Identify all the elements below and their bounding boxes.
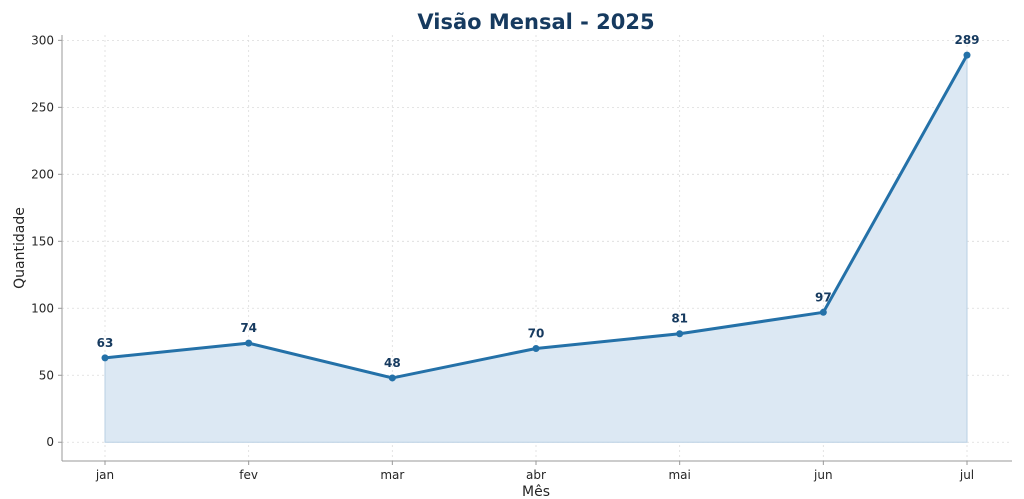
y-ticks: 0 50 100 150 200 250 300 bbox=[31, 33, 62, 449]
chart-title: Visão Mensal - 2025 bbox=[417, 10, 654, 34]
x-axis-label: Mês bbox=[522, 484, 550, 499]
area-fill bbox=[104, 53, 968, 443]
y-tick-label: 50 bbox=[39, 368, 54, 382]
data-point bbox=[676, 330, 684, 338]
y-tick-label: 200 bbox=[31, 167, 54, 181]
x-tick-label: jun bbox=[813, 468, 833, 482]
data-label: 70 bbox=[528, 326, 545, 340]
x-ticks: jan fev mar abr mai jun jul bbox=[95, 461, 974, 482]
x-tick-label: mar bbox=[380, 468, 404, 482]
data-point bbox=[532, 344, 540, 352]
data-points bbox=[101, 51, 971, 382]
x-tick-label: jan bbox=[95, 468, 114, 482]
data-label: 74 bbox=[240, 321, 257, 335]
data-point bbox=[388, 374, 396, 382]
x-tick-label: jul bbox=[959, 468, 974, 482]
y-tick-label: 100 bbox=[31, 301, 54, 315]
axes bbox=[61, 35, 1012, 462]
data-label: 63 bbox=[97, 336, 114, 350]
x-tick-label: abr bbox=[526, 468, 546, 482]
x-tick-label: fev bbox=[239, 468, 258, 482]
data-label: 289 bbox=[954, 33, 979, 47]
y-tick-label: 0 bbox=[46, 435, 54, 449]
data-point bbox=[101, 354, 109, 362]
data-labels: 63 74 48 70 81 97 289 bbox=[97, 33, 980, 370]
data-label: 48 bbox=[384, 356, 401, 370]
y-axis-label: Quantidade bbox=[12, 207, 28, 289]
y-tick-label: 300 bbox=[31, 33, 54, 47]
y-tick-label: 150 bbox=[31, 234, 54, 248]
data-point bbox=[245, 339, 253, 347]
data-point bbox=[963, 51, 971, 59]
data-point bbox=[819, 308, 827, 316]
data-label: 81 bbox=[671, 312, 688, 326]
data-label: 97 bbox=[815, 290, 832, 304]
area-fill-layer bbox=[104, 53, 968, 443]
x-tick-label: mai bbox=[668, 468, 690, 482]
y-tick-label: 250 bbox=[31, 100, 54, 114]
